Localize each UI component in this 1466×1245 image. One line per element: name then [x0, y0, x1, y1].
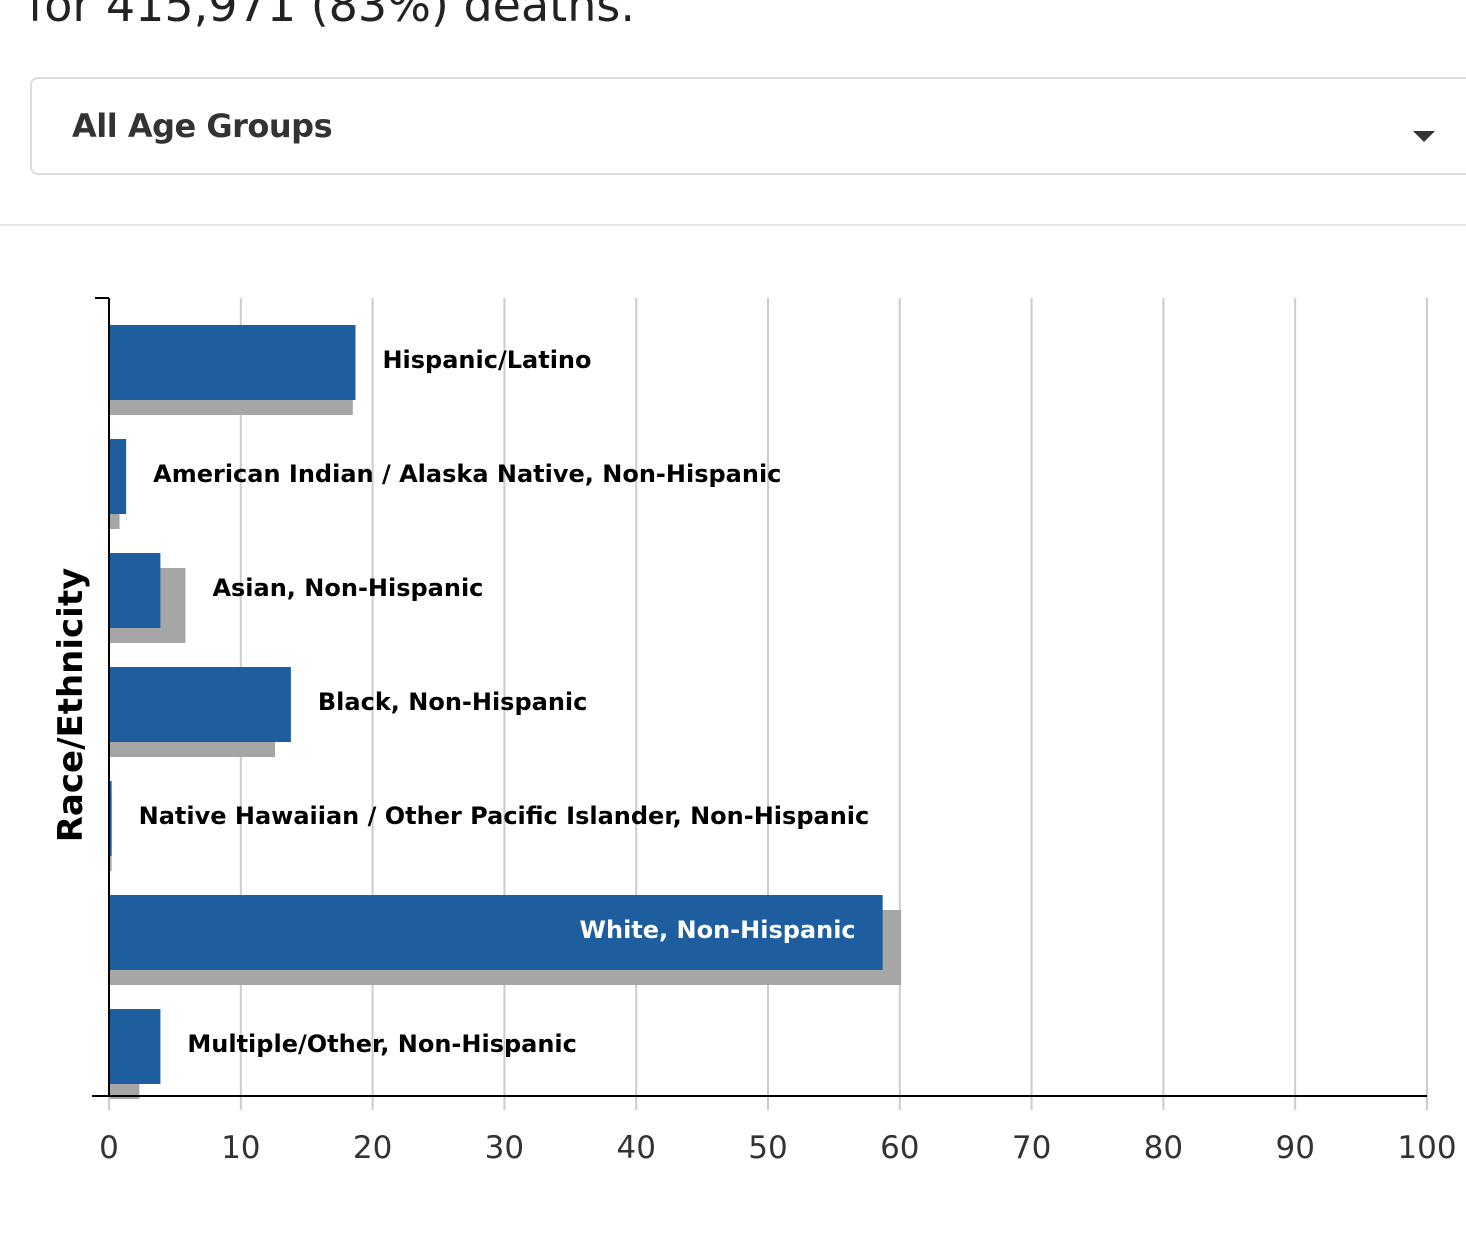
bar-primary — [109, 325, 356, 400]
intro-text: for 415,971 (83%) deaths. — [28, 0, 635, 32]
bar-primary — [109, 1009, 161, 1084]
x-tick-label: 60 — [880, 1130, 919, 1166]
bar-category-label: Hispanic/Latino — [382, 346, 591, 374]
section-divider — [0, 224, 1466, 226]
x-tick-label: 80 — [1144, 1130, 1183, 1166]
x-tick-label: 70 — [1012, 1130, 1051, 1166]
axes: 0 10 20 30 40 50 60 70 80 90 100 — [92, 297, 1457, 1166]
x-tick-label: 90 — [1275, 1130, 1314, 1166]
bar-primary — [109, 781, 112, 856]
bar-category-label: American Indian / Alaska Native, Non-His… — [153, 460, 781, 488]
x-tick-label: 0 — [99, 1130, 119, 1166]
bar-primary — [109, 553, 161, 628]
age-group-selected-value: All Age Groups — [72, 107, 333, 145]
bar-category-label: Native Hawaiian / Other Pacific Islander… — [139, 802, 870, 830]
bar-category-label: White, Non-Hispanic — [580, 916, 856, 944]
bar-primary — [109, 667, 291, 742]
chevron-down-icon — [1413, 131, 1435, 142]
x-tick-label: 10 — [221, 1130, 260, 1166]
age-group-select[interactable]: All Age Groups — [30, 77, 1466, 175]
y-axis-title: Race/Ethnicity — [51, 568, 91, 843]
bars: Hispanic/Latino American Indian / Alaska … — [109, 325, 902, 1099]
bar-category-label: Black, Non-Hispanic — [318, 688, 588, 716]
x-tick-label: 30 — [485, 1130, 524, 1166]
x-tick-label: 20 — [353, 1130, 392, 1166]
bar-category-label: Asian, Non-Hispanic — [212, 574, 483, 602]
bar-category-label: Multiple/Other, Non-Hispanic — [187, 1030, 577, 1058]
bar-primary — [109, 895, 883, 970]
x-tick-label: 40 — [616, 1130, 655, 1166]
bar-primary — [109, 439, 127, 514]
x-tick-label: 50 — [748, 1130, 787, 1166]
x-tick-label: 100 — [1397, 1130, 1456, 1166]
